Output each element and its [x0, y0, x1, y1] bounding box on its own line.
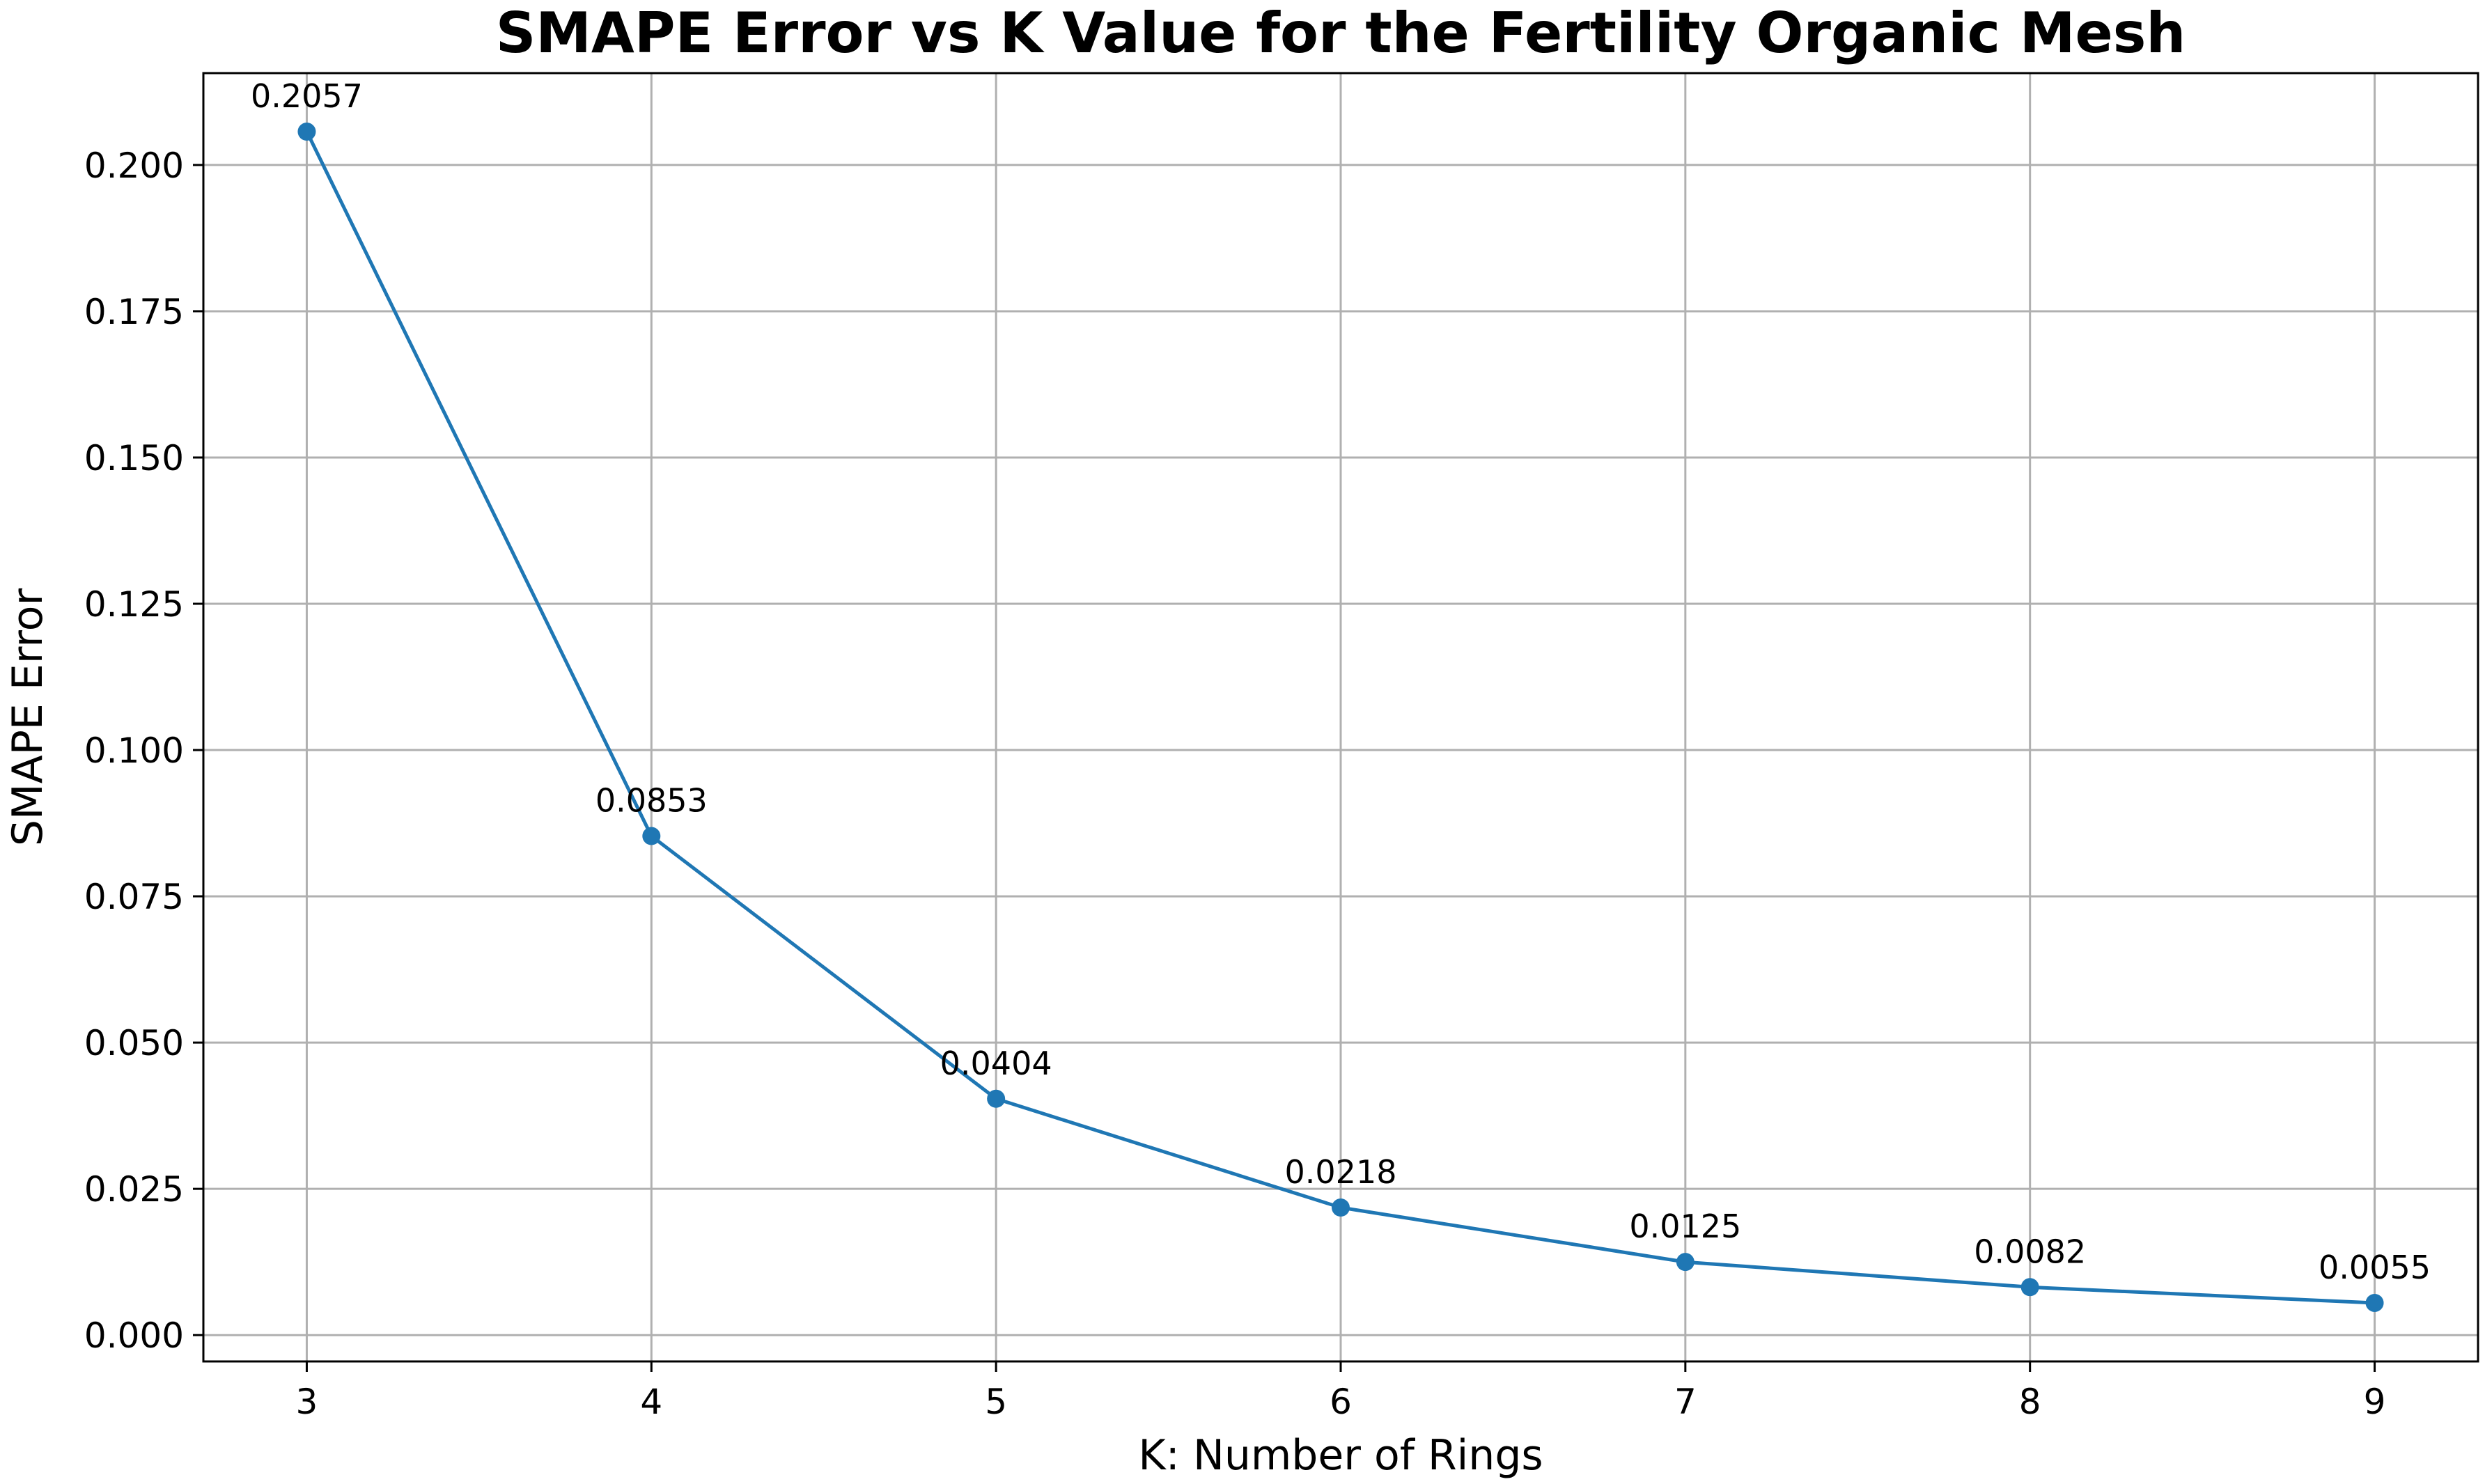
data-label: 0.0125: [1629, 1208, 1741, 1245]
x-tick-label: 9: [2364, 1382, 2386, 1422]
data-point: [1332, 1198, 1350, 1217]
data-label: 0.0853: [595, 782, 708, 820]
y-axis-label: SMAPE Error: [3, 588, 52, 847]
y-tick-label: 0.075: [84, 877, 184, 917]
data-point: [642, 827, 661, 845]
data-point: [2365, 1293, 2384, 1312]
tick-layer: 3 4 5 6 7 8 9 0.000 0.025 0.050 0.075 0.100 0.125 0.1…: [84, 146, 2386, 1422]
data-label: 0.2057: [251, 77, 363, 115]
chart-title: SMAPE Error vs K Value for the Fertility…: [496, 1, 2186, 65]
y-tick-label: 0.175: [84, 292, 184, 332]
data-label: 0.0082: [1974, 1233, 2086, 1270]
data-label: 0.0055: [2319, 1249, 2431, 1286]
x-tick-label: 3: [296, 1382, 318, 1422]
data-point: [2020, 1278, 2039, 1297]
data-label: 0.0218: [1285, 1153, 1397, 1191]
x-tick-label: 4: [640, 1382, 662, 1422]
x-axis-label: K: Number of Rings: [1138, 1431, 1543, 1480]
data-point: [297, 123, 316, 141]
y-tick-label: 0.050: [84, 1023, 184, 1063]
x-tick-label: 7: [1674, 1382, 1697, 1422]
data-point: [987, 1089, 1006, 1108]
y-tick-label: 0.025: [84, 1169, 184, 1210]
y-tick-label: 0.125: [84, 584, 184, 625]
x-tick-label: 8: [2019, 1382, 2041, 1422]
y-tick-label: 0.200: [84, 146, 184, 186]
marker-layer: [297, 123, 2384, 1312]
y-tick-label: 0.150: [84, 438, 184, 478]
data-label: 0.0404: [940, 1045, 1052, 1082]
x-tick-label: 6: [1330, 1382, 1352, 1422]
data-point: [1676, 1253, 1695, 1272]
y-tick-label: 0.000: [84, 1315, 184, 1356]
grid: [203, 73, 2478, 1361]
x-tick-label: 5: [985, 1382, 1007, 1422]
data-label-layer: 0.2057 0.0853 0.0404 0.0218 0.0125 0.0082 0.00…: [251, 77, 2431, 1286]
y-tick-label: 0.100: [84, 731, 184, 771]
